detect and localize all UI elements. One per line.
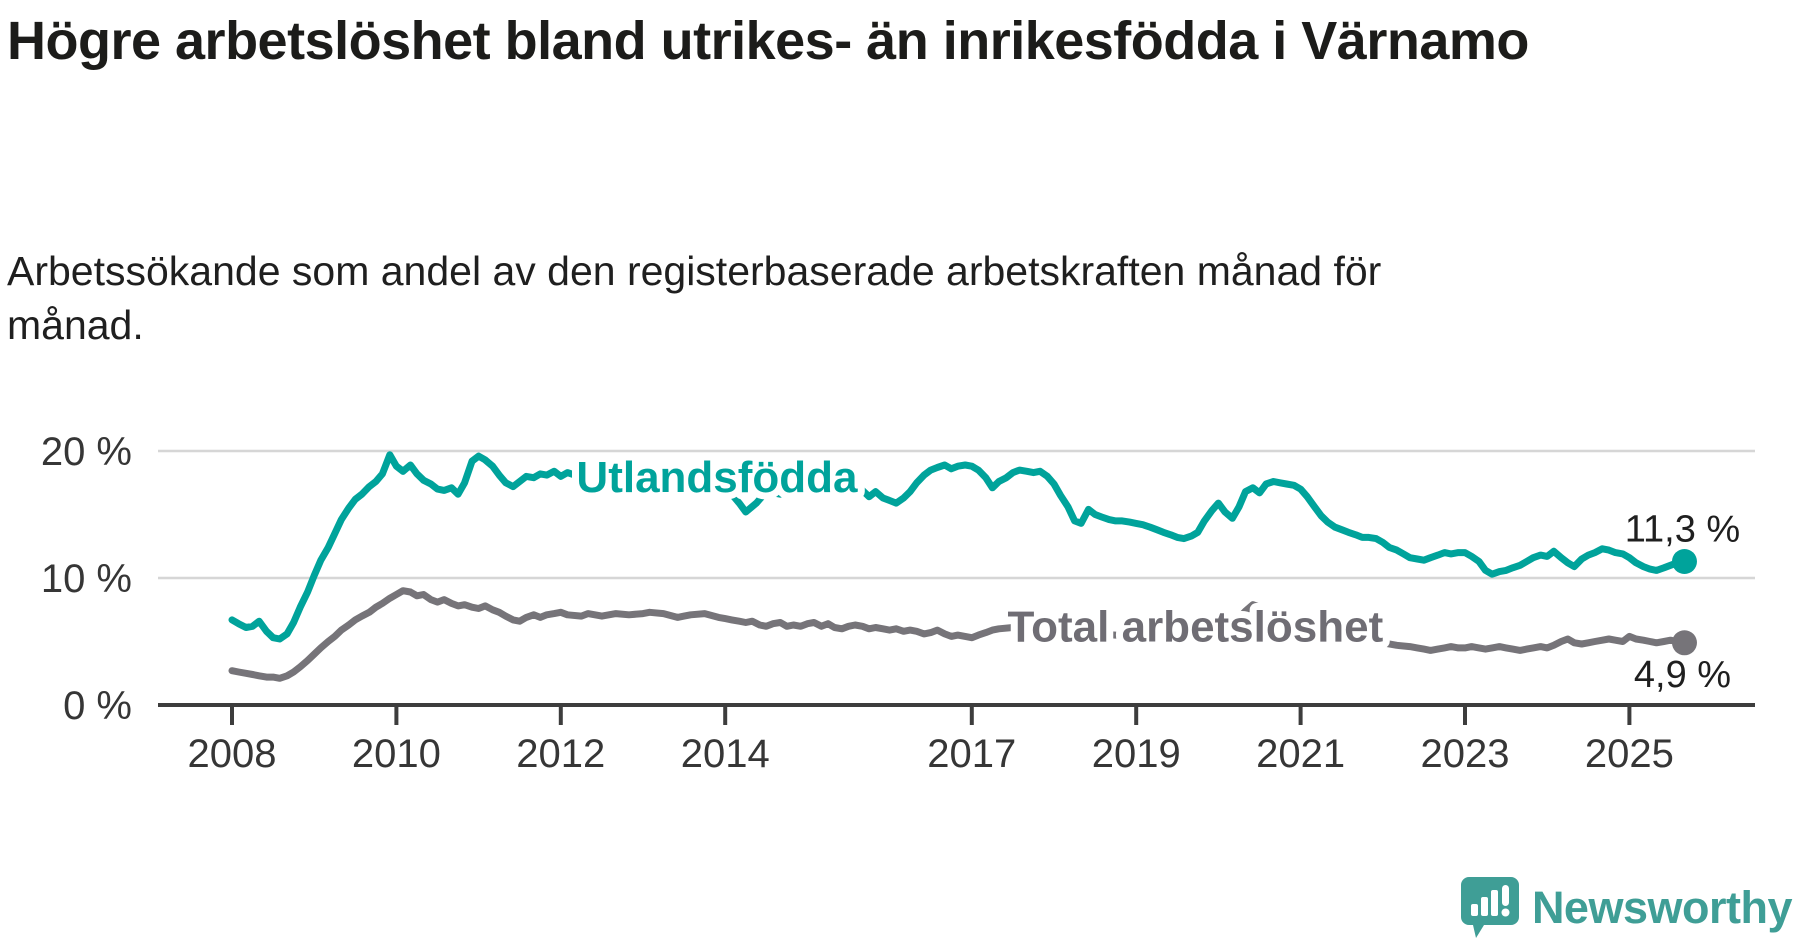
x-axis-label-2010: 2010	[352, 732, 441, 776]
x-axis-label-2012: 2012	[516, 732, 605, 776]
logo-bar-small	[1470, 904, 1478, 916]
y-axis-label-10: 10 %	[41, 557, 132, 601]
end-dot-utlandsfodda	[1671, 548, 1697, 574]
series-label-utlandsfodda: Utlandsfödda	[576, 453, 858, 502]
newsworthy-logo-icon	[1460, 877, 1519, 938]
x-axis-label-2025: 2025	[1585, 732, 1674, 776]
y-axis-label-20: 20 %	[41, 430, 132, 474]
x-axis-label-2017: 2017	[927, 732, 1016, 776]
logo-exclamation-dot	[1501, 908, 1510, 917]
end-value-label-utlandsfodda: 11,3 %	[1625, 508, 1740, 550]
x-axis-label-2023: 2023	[1421, 732, 1510, 776]
x-axis-label-2014: 2014	[681, 732, 770, 776]
page-title: Högre arbetslöshet bland utrikes- än inr…	[7, 11, 1529, 71]
x-axis-label-2019: 2019	[1092, 732, 1181, 776]
x-axis-label-2008: 2008	[188, 732, 277, 776]
newsworthy-wordmark: Newsworthy	[1531, 882, 1793, 933]
end-value-label-total-arbetsloshet: 4,9 %	[1634, 654, 1731, 696]
newsworthy-logo: Newsworthy	[1460, 876, 1793, 940]
x-axis-label-2021: 2021	[1256, 732, 1345, 776]
end-dot-total-arbetsloshet	[1671, 630, 1697, 656]
logo-bar-tall	[1490, 890, 1498, 916]
y-axis-label-0: 0 %	[63, 684, 132, 728]
series-line-utlandsfodda	[228, 451, 1688, 643]
logo-exclamation-bar	[1501, 885, 1509, 906]
chart-subtitle: Arbetssökande som andel av den registerb…	[7, 248, 1382, 349]
logo-bar-medium	[1480, 897, 1488, 916]
logo-bubble	[1460, 877, 1519, 938]
series-line-total-arbetsloshet	[228, 587, 1688, 682]
series-label-total-arbetsloshet: Total arbetslöshet	[1008, 602, 1384, 651]
